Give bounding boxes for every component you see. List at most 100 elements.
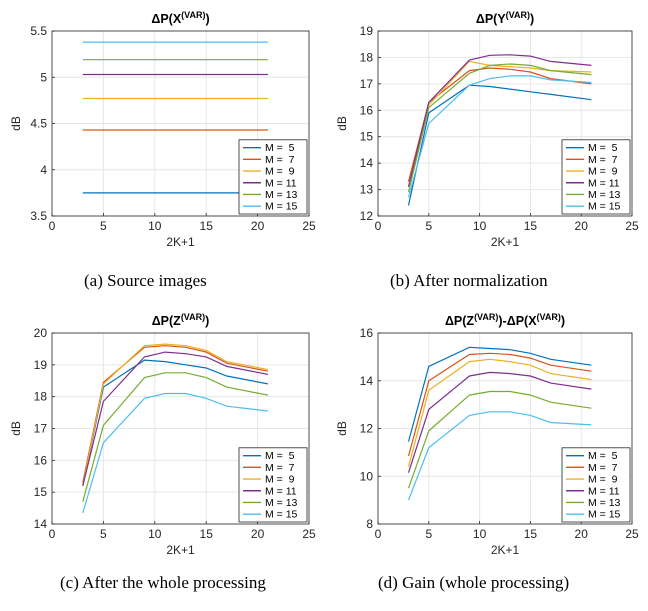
chart-b-legend: M = 5M = 7M = 9M = 11M = 13M = 15 (561, 139, 631, 215)
chart-a-legend-box (238, 139, 308, 215)
chart-d-series-line-6 (407, 411, 592, 501)
chart-d-x-tick-label: 15 (524, 527, 538, 541)
caption-c: (c) After the whole processing (60, 573, 266, 592)
chart-c-y-tick-label: 18 (34, 390, 48, 404)
chart-b-axes-box (377, 30, 633, 217)
chart-a-title-part: ΔP(X (151, 12, 181, 26)
chart-c-y-tick-label: 15 (34, 485, 48, 499)
chart-a-legend-label-4: M = 11 (265, 177, 297, 189)
chart-a-title-part: ) (205, 12, 209, 26)
chart-c-title: ΔP(Z(VAR)) (152, 312, 210, 328)
chart-a-legend: M = 5M = 7M = 9M = 11M = 13M = 15 (238, 139, 308, 215)
chart-b-series-line-4 (407, 54, 592, 188)
chart-d-legend-box (561, 447, 631, 523)
chart-d-series-line-3 (407, 358, 592, 467)
chart-d-y-axis-label: dB (335, 421, 349, 436)
chart-b-x-tick-label: 15 (524, 219, 538, 233)
chart-c-y-tick-label: 14 (34, 517, 48, 531)
chart-d-series-line-4 (407, 371, 592, 473)
chart-a-legend-label-6: M = 15 (265, 201, 298, 213)
chart-c-x-tick-label: 15 (200, 527, 214, 541)
chart-b-y-tick-label: 19 (360, 24, 374, 38)
chart-c-x-tick-label: 10 (148, 527, 162, 541)
chart-c-legend-label-6: M = 15 (265, 509, 298, 521)
chart-c-series-line-1 (82, 359, 269, 486)
chart-d-legend-label-2: M = 7 (588, 462, 618, 474)
chart-d-title-superscript: (VAR) (474, 312, 498, 322)
chart-b-x-tick-label: 20 (575, 219, 589, 233)
chart-a-legend-label-2: M = 7 (265, 154, 295, 166)
chart-c-series-line-2 (82, 345, 269, 483)
chart-b-x-tick-label: 10 (473, 219, 487, 233)
chart-a-x-tick-label: 10 (148, 219, 162, 233)
chart-d-title-superscript: (VAR) (537, 312, 561, 322)
chart-d-y-tick-label: 12 (360, 422, 374, 436)
chart-d-y-tick-label: 8 (366, 517, 373, 531)
chart-a-x-tick-label: 20 (251, 219, 265, 233)
chart-d-y-tick-label: 10 (360, 469, 374, 483)
chart-b-legend-label-5: M = 13 (588, 189, 621, 201)
chart-b-legend-label-4: M = 11 (588, 177, 620, 189)
chart-b-legend-label-2: M = 7 (588, 154, 618, 166)
chart-c: 0 5 10 15 20 25 14 15 16 17 18 19 20 ΔP(Z(VAR)) 2K+1 dB… (9, 312, 316, 557)
chart-a-title-superscript: (VAR) (181, 10, 205, 20)
chart-d-title: ΔP(Z(VAR))-ΔP(X(VAR)) (445, 312, 565, 328)
chart-b-y-tick-label: 16 (360, 103, 374, 117)
chart-b-y-tick-label: 14 (360, 156, 374, 170)
chart-c-legend-label-1: M = 5 (265, 450, 295, 462)
chart-c-series-line-5 (82, 372, 269, 502)
chart-b-title: ΔP(Y(VAR)) (476, 10, 534, 26)
chart-b-legend-label-6: M = 15 (588, 201, 621, 213)
chart-a-legend-label-1: M = 5 (265, 142, 295, 154)
chart-c-legend-label-5: M = 13 (265, 497, 298, 509)
chart-d-legend: M = 5M = 7M = 9M = 11M = 13M = 15 (561, 447, 631, 523)
chart-b-x-axis-label: 2K+1 (491, 235, 520, 249)
chart-b-legend-box (561, 139, 631, 215)
caption-a: (a) Source images (84, 271, 207, 290)
chart-c-y-tick-label: 17 (34, 422, 48, 436)
chart-c-y-tick-label: 16 (34, 453, 48, 467)
chart-b-series-line-5 (407, 63, 592, 193)
chart-a-legend-label-3: M = 9 (265, 166, 295, 178)
chart-c-y-tick-label: 19 (34, 358, 48, 372)
chart-c-x-tick-label: 5 (100, 527, 107, 541)
caption-d: (d) Gain (whole processing) (378, 573, 570, 592)
chart-b-legend-label-3: M = 9 (588, 166, 618, 178)
chart-a-x-tick-label: 5 (100, 219, 107, 233)
chart-d-legend-label-4: M = 11 (588, 485, 620, 497)
chart-d: 0 5 10 15 20 25810121416ΔP(Z(VAR))-ΔP(X(VAR))… (335, 312, 639, 557)
chart-a-axes-box (51, 30, 310, 217)
chart-c-series-line-3 (82, 343, 269, 486)
chart-b-y-tick-label: 13 (360, 183, 374, 197)
chart-d-legend-label-1: M = 5 (588, 450, 618, 462)
chart-c-series-line-4 (82, 351, 269, 486)
chart-c-legend-label-4: M = 11 (265, 485, 297, 497)
chart-d-axes-box (377, 332, 633, 525)
chart-d-x-tick-label: 0 (375, 527, 382, 541)
chart-a-y-tick-label: 4.5 (30, 117, 47, 131)
chart-d-series-line-1 (407, 346, 592, 442)
chart-b-x-tick-label: 25 (625, 219, 639, 233)
chart-b-y-tick-label: 12 (360, 209, 374, 223)
chart-d-x-tick-label: 10 (473, 527, 487, 541)
chart-b-title-superscript: (VAR) (506, 10, 530, 20)
chart-c-legend-label-3: M = 9 (265, 474, 295, 486)
chart-d-legend-label-6: M = 15 (588, 509, 621, 521)
chart-a-y-tick-label: 5.5 (30, 24, 47, 38)
chart-d-title-part: ΔP(Z (445, 314, 474, 328)
chart-d-y-tick-label: 14 (360, 374, 374, 388)
chart-b-y-axis-label: dB (335, 116, 349, 131)
chart-b-legend-label-1: M = 5 (588, 142, 618, 154)
chart-c-title-part: ΔP(Z (152, 314, 181, 328)
chart-a-y-tick-label: 3.5 (30, 209, 47, 223)
chart-c-series-line-6 (82, 392, 268, 514)
chart-c-axes-box (51, 332, 310, 525)
chart-b-title-part: ΔP(Y (476, 12, 506, 26)
chart-b-series-line-1 (407, 84, 592, 206)
chart-d-series-line-5 (407, 390, 592, 489)
chart-c-legend-label-2: M = 7 (265, 462, 295, 474)
chart-d-series-line-2 (407, 352, 592, 457)
chart-c-y-axis-label: dB (9, 421, 23, 436)
chart-b-series-line-6 (407, 75, 592, 198)
